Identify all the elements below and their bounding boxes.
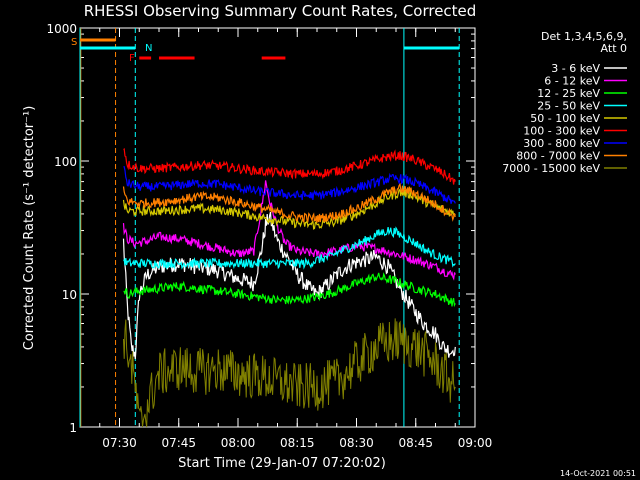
y-tick-label: 1 <box>69 421 77 435</box>
series-line-1 <box>122 180 456 281</box>
legend-label-1: 6 - 12 keV <box>544 75 600 88</box>
y-axis-label: Corrected Count Rate (s⁻¹ detector⁻¹) <box>22 106 37 351</box>
series-line-8 <box>123 318 456 428</box>
legend-header-line-2: Att 0 <box>601 42 627 55</box>
legend-label-2: 12 - 25 keV <box>537 87 600 100</box>
series-line-2 <box>123 272 456 308</box>
chart-title: RHESSI Observing Summary Count Rates, Co… <box>84 2 477 20</box>
x-tick-label: 09:00 <box>458 436 493 450</box>
legend-label-5: 100 - 300 keV <box>523 125 600 138</box>
x-tick-label: 08:00 <box>221 436 256 450</box>
legend-label-3: 25 - 50 keV <box>537 100 600 113</box>
state-flag-f: F <box>129 53 135 64</box>
state-flag-s: S <box>71 37 77 48</box>
state-flag-n: N <box>145 43 152 54</box>
legend-label-7: 800 - 7000 keV <box>516 150 600 163</box>
series-line-5 <box>123 148 456 185</box>
legend-label-0: 3 - 6 keV <box>551 62 600 75</box>
x-axis-label: Start Time (29-Jan-07 07:20:02) <box>178 456 386 471</box>
legend-label-8: 7000 - 15000 keV <box>502 162 600 175</box>
series-line-6 <box>123 166 456 204</box>
y-tick-label: 10 <box>62 288 77 302</box>
x-tick-label: 08:30 <box>339 436 374 450</box>
legend-label-4: 50 - 100 keV <box>530 112 600 125</box>
y-tick-label: 100 <box>54 155 77 169</box>
series-line-4 <box>122 187 456 230</box>
x-tick-label: 07:45 <box>161 436 196 450</box>
series-line-3 <box>123 226 456 270</box>
y-tick-label: 1000 <box>46 22 77 36</box>
x-tick-label: 07:30 <box>102 436 137 450</box>
legend-header-line-1: Det 1,3,4,5,6,9, <box>541 30 627 43</box>
series-line-7 <box>122 182 456 224</box>
legend-label-6: 300 - 800 keV <box>523 137 600 150</box>
x-tick-label: 08:45 <box>398 436 433 450</box>
footer-timestamp: 14-Oct-2021 00:51 <box>560 469 636 478</box>
x-tick-label: 08:15 <box>280 436 315 450</box>
